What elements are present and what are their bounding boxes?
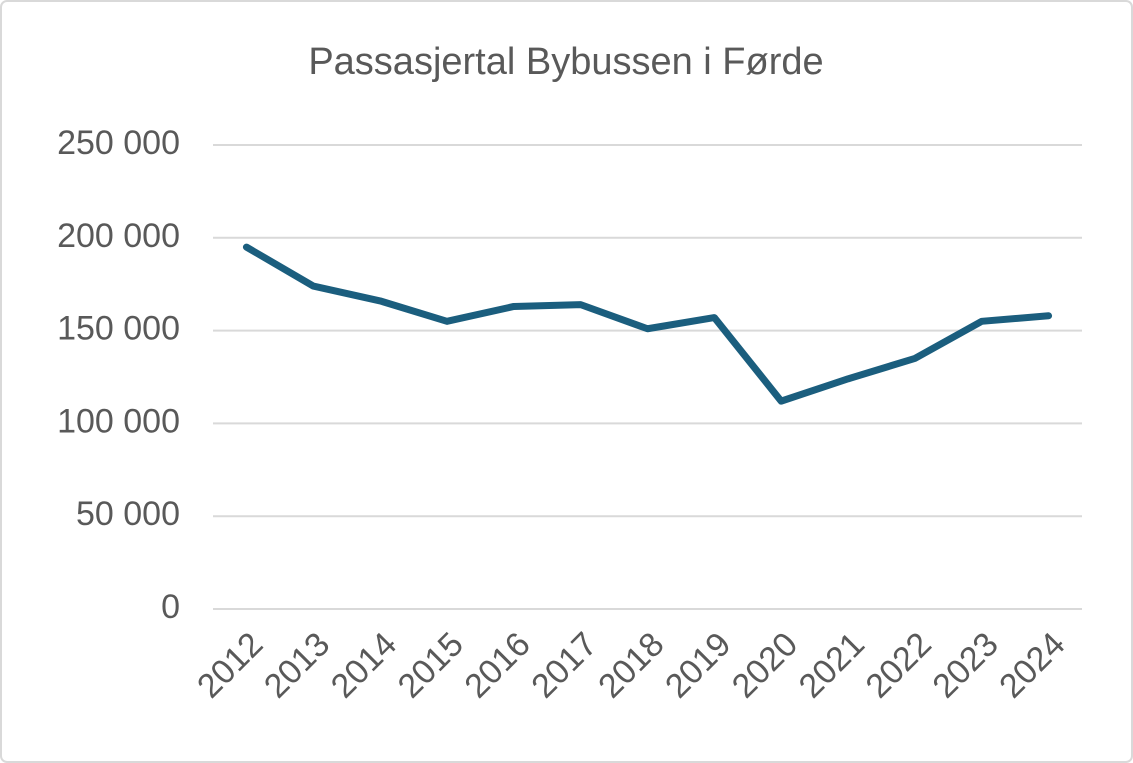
y-tick-label: 0 (161, 588, 180, 626)
y-tick-label: 150 000 (57, 310, 180, 348)
y-tick-label: 250 000 (57, 124, 180, 162)
y-tick-label: 200 000 (57, 217, 180, 255)
chart-title: Passasjertal Bybussen i Førde (308, 41, 823, 83)
y-tick-label: 100 000 (57, 402, 180, 440)
data-line (242, 243, 1053, 405)
y-tick-label: 50 000 (76, 495, 180, 533)
